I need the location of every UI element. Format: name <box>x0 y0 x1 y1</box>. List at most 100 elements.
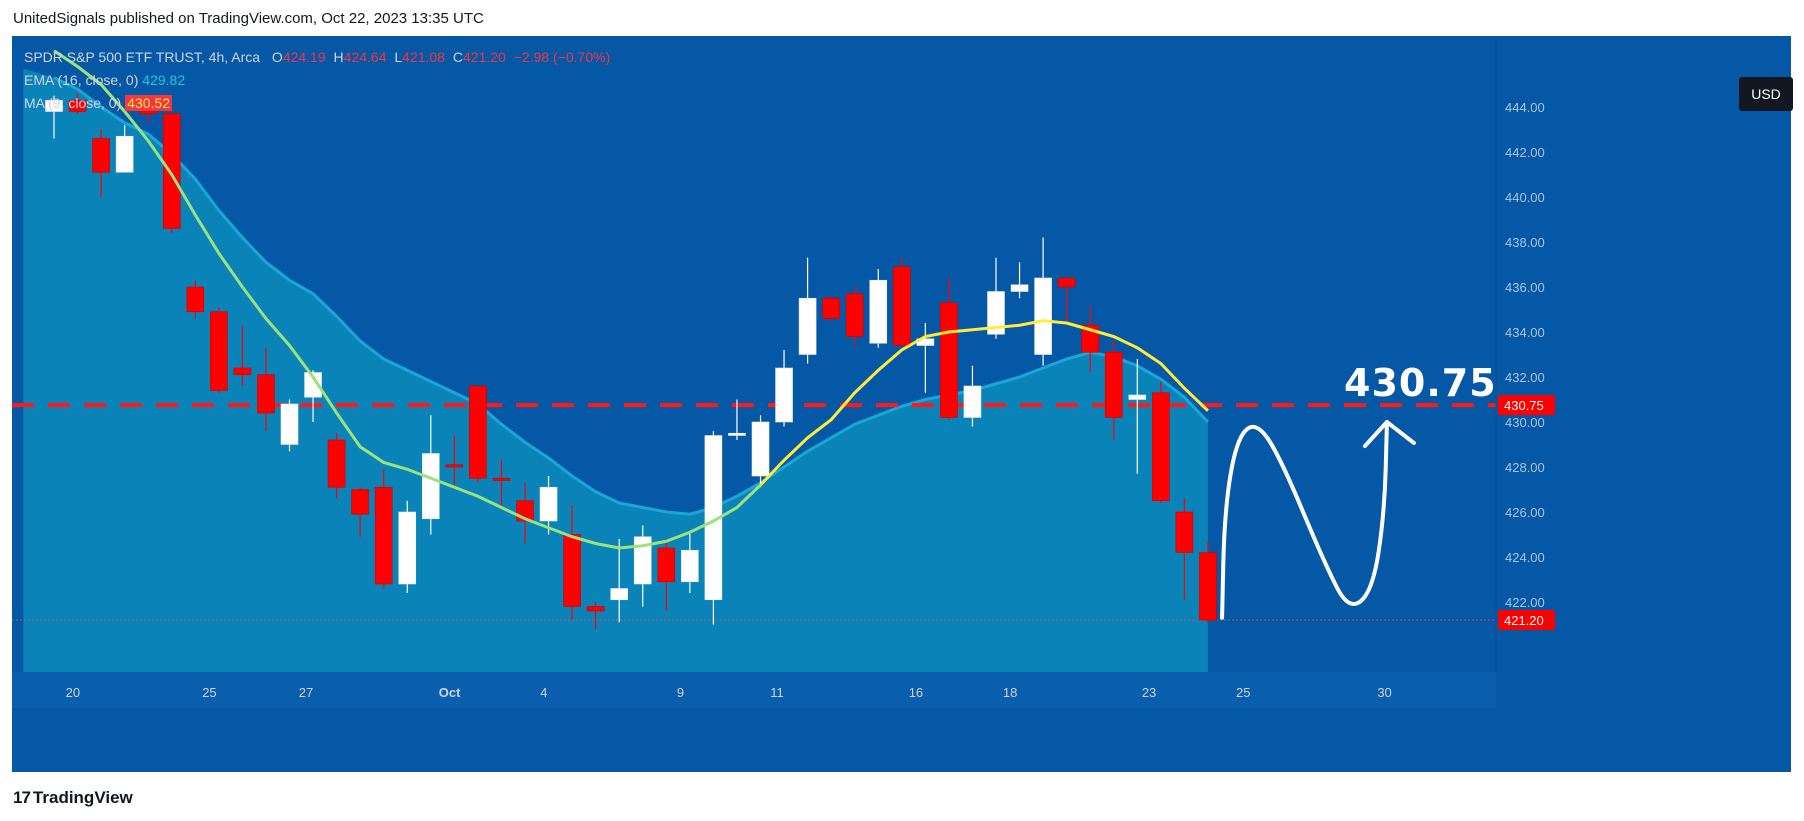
price-tick: 424.00 <box>1505 550 1545 565</box>
ma-line <box>759 319 1209 487</box>
candle-down <box>92 138 110 173</box>
candle-down <box>210 311 228 391</box>
open-label: O <box>271 49 283 65</box>
date-tick: 25 <box>202 685 216 700</box>
candle-up <box>304 372 322 398</box>
candle-up <box>45 99 63 112</box>
forecast-drawing: 430.75 <box>1220 361 1496 620</box>
price-tick: 428.00 <box>1505 460 1545 475</box>
date-tick: Oct <box>439 685 461 700</box>
close-value: 421.20 <box>463 49 506 65</box>
time-axis: 18202527Oct49111618232530 <box>12 672 1496 708</box>
ema-label: EMA (16, close, 0) <box>24 72 139 88</box>
candle-down <box>492 477 511 481</box>
open-value: 424.19 <box>282 49 326 65</box>
candle-down <box>445 464 464 468</box>
time-axis-bg <box>12 672 1496 708</box>
candle-down <box>469 385 487 479</box>
candle-down <box>257 374 275 414</box>
candle-down <box>845 293 864 337</box>
close-label: C <box>452 49 464 65</box>
candle-down <box>822 297 840 319</box>
candle-down <box>1199 552 1217 621</box>
last-price-label: 421.20 <box>1504 613 1544 628</box>
symbol-name[interactable]: SPDR S&P 500 ETF TRUST, 4h, Arca <box>24 49 261 65</box>
forecast-path <box>1220 420 1389 620</box>
candle-down <box>892 266 911 346</box>
date-tick: 11 <box>770 685 784 700</box>
candle-up <box>115 135 134 173</box>
change-value: −2.98 (−0.70%) <box>513 49 611 65</box>
candle-down <box>1152 392 1170 502</box>
price-tick: 434.00 <box>1505 325 1545 340</box>
candle-down <box>1057 277 1076 288</box>
candle-up <box>398 511 417 585</box>
candle-down <box>1175 511 1194 553</box>
ma-line-early <box>53 49 762 550</box>
price-tick: 426.00 <box>1505 505 1545 520</box>
date-tick: 30 <box>1377 685 1391 700</box>
candle-up <box>1010 284 1029 292</box>
candle-down <box>233 367 252 376</box>
candle-down <box>327 439 346 488</box>
candle-up <box>728 432 746 436</box>
candle-up <box>610 588 629 601</box>
currency-button[interactable]: USD <box>1739 77 1793 111</box>
candle-down <box>186 286 205 313</box>
candle-up <box>1034 277 1052 355</box>
price-tick: 438.00 <box>1505 235 1545 250</box>
candle-up <box>681 549 699 583</box>
legend-ma-row[interactable]: MA (9, close, 0) 430.52 <box>24 92 610 115</box>
candle-down <box>657 547 676 583</box>
candle-down <box>374 486 393 585</box>
ma-value: 430.52 <box>125 95 172 111</box>
candle-up <box>633 536 652 585</box>
legend-symbol-row: SPDR S&P 500 ETF TRUST, 4h, Arca O424.19… <box>24 46 610 69</box>
candle-up <box>539 486 558 522</box>
candle-up <box>751 421 770 477</box>
target-price-label: 430.75 <box>1504 398 1544 413</box>
ema-band-fill <box>23 68 1208 672</box>
candle-up <box>280 403 299 445</box>
candle-up <box>775 367 793 423</box>
publish-info: UnitedSignals published on TradingView.c… <box>13 10 484 27</box>
target-line <box>12 403 1496 621</box>
price-tick: 432.00 <box>1505 370 1545 385</box>
price-tick: 444.00 <box>1505 100 1545 115</box>
candlestick-chart[interactable]: 430.75 444.00 442.00 440.00 438.00 436.00 434… <box>12 36 1791 772</box>
target-price-label-bg <box>1498 395 1555 416</box>
date-tick: 16 <box>909 685 923 700</box>
ema-value: 429.82 <box>142 72 186 88</box>
price-labels: 430.75 421.20 <box>1498 395 1555 630</box>
candle-up <box>869 279 888 344</box>
candle-up <box>421 453 440 520</box>
legend-ema-row[interactable]: EMA (16, close, 0) 429.82 <box>24 69 610 92</box>
low-value: 421.08 <box>402 49 445 65</box>
candle-down <box>940 302 958 418</box>
last-price-label-bg <box>1498 610 1555 630</box>
ma-label: MA (9, close, 0) <box>24 95 122 111</box>
chart-panel[interactable]: 430.75 444.00 442.00 440.00 438.00 436.00 434… <box>12 36 1793 772</box>
date-tick: 9 <box>677 685 684 700</box>
candle-down <box>68 99 87 112</box>
indicator-lines <box>53 49 1209 550</box>
candle-down <box>351 489 369 515</box>
high-value: 424.64 <box>343 49 387 65</box>
candle-down <box>563 534 581 607</box>
date-tick: 27 <box>299 685 313 700</box>
candle-up <box>798 297 817 355</box>
candle-up <box>987 291 1005 335</box>
low-label: L <box>394 49 403 65</box>
candle-up <box>963 385 982 418</box>
price-tick: 442.00 <box>1505 145 1545 160</box>
price-tick: 440.00 <box>1505 190 1545 205</box>
date-tick: 4 <box>540 685 547 700</box>
tradingview-logo[interactable]: 17 TradingView <box>13 788 133 808</box>
candle-down <box>1104 351 1123 418</box>
candle-down <box>162 113 181 229</box>
date-tick: 25 <box>1236 685 1250 700</box>
date-tick: 18 <box>1003 685 1017 700</box>
ema-band <box>23 68 1210 672</box>
tradingview-mark-icon: 17 <box>13 788 31 807</box>
high-label: H <box>333 49 344 65</box>
